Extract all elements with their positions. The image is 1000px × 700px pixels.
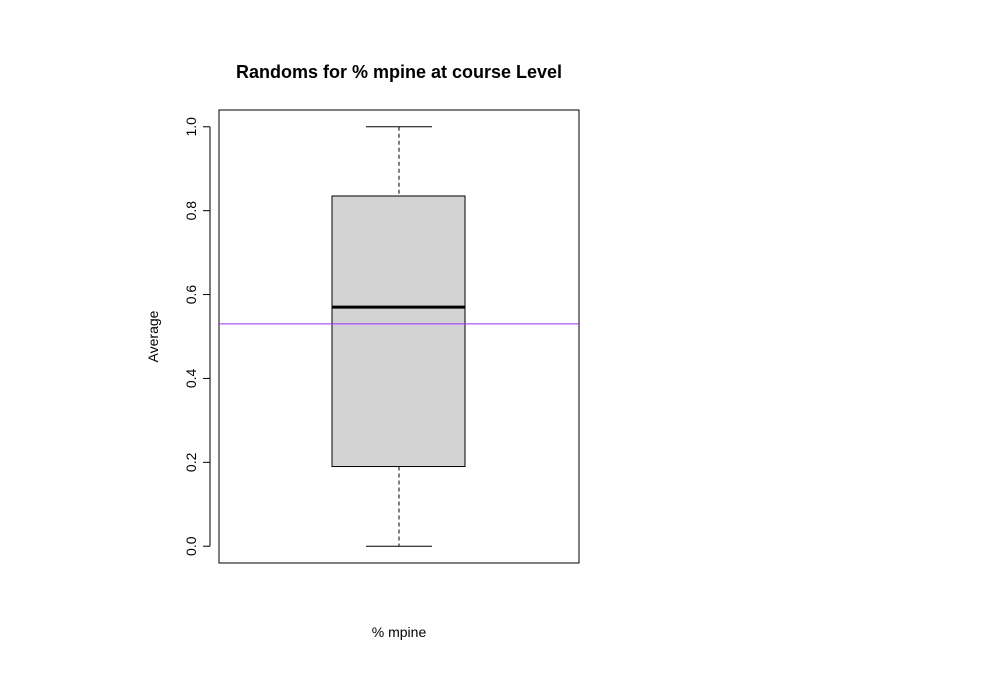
plot-frame <box>218 109 580 564</box>
y-tick-label: 0.6 <box>183 285 199 305</box>
y-tick-label: 0.0 <box>183 536 199 556</box>
iqr-box <box>331 195 466 468</box>
box-group <box>331 126 466 547</box>
y-tick-label: 0.8 <box>183 201 199 221</box>
y-axis: 0.0 0.2 0.4 0.6 0.8 1.0 <box>183 117 211 556</box>
y-tick-label: 1.0 <box>183 117 199 137</box>
chart-title: Randoms for % mpine at course Level <box>236 62 562 82</box>
y-tick-label: 0.4 <box>183 369 199 389</box>
x-axis-label: % mpine <box>372 624 427 640</box>
y-axis-label: Average <box>145 310 161 362</box>
y-tick-label: 0.2 <box>183 452 199 472</box>
